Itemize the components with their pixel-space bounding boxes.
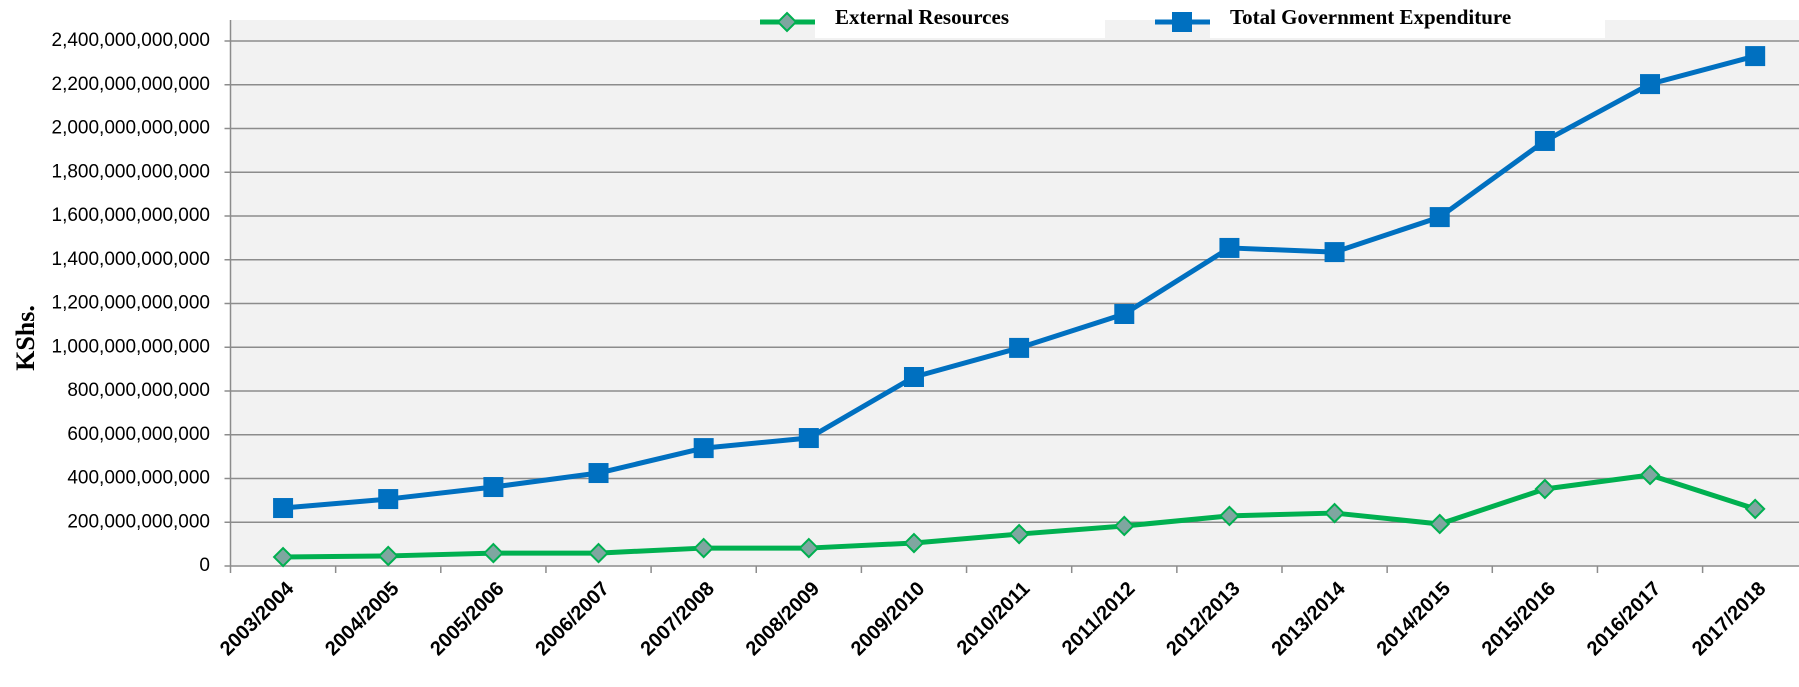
- data-point: [1429, 207, 1450, 228]
- data-point: [903, 367, 924, 387]
- data-point: [693, 438, 714, 459]
- data-point: [1744, 498, 1766, 520]
- y-tick-label: 2,200,000,000,000: [52, 74, 211, 95]
- data-point: [798, 428, 819, 449]
- legend-label: Total Government Expenditure: [1230, 5, 1511, 29]
- x-tick-label: 2008/2009: [742, 578, 824, 660]
- data-point: [1639, 464, 1661, 486]
- x-tick-label: 2017/2018: [1688, 578, 1770, 660]
- y-tick-label: 1,600,000,000,000: [52, 205, 211, 226]
- data-point: [903, 532, 925, 554]
- y-tick-label: 2,400,000,000,000: [52, 30, 211, 51]
- data-point: [693, 537, 715, 559]
- data-point: [483, 477, 504, 498]
- y-tick-label: 800,000,000,000: [67, 380, 210, 401]
- data-point: [1008, 523, 1030, 545]
- x-tick-label: 2011/2012: [1058, 578, 1140, 660]
- data-point: [1324, 502, 1345, 524]
- data-point: [588, 542, 609, 564]
- y-tick-label: 1,200,000,000,000: [52, 293, 211, 314]
- x-tick-label: 2014/2015: [1373, 578, 1455, 660]
- data-point: [273, 498, 294, 519]
- legend-marker: [776, 11, 798, 33]
- data-point: [272, 546, 294, 568]
- x-tick-label: 2005/2006: [426, 578, 508, 660]
- data-point: [1114, 304, 1135, 324]
- data-point: [1219, 505, 1240, 527]
- y-tick-label: 0: [199, 555, 210, 576]
- x-tick-label: 2009/2010: [847, 578, 929, 660]
- x-tick-label: 2007/2008: [637, 578, 719, 660]
- y-tick-label: 600,000,000,000: [67, 424, 210, 445]
- y-axis-title: KShs.: [11, 305, 40, 371]
- y-tick-label: 400,000,000,000: [67, 468, 210, 489]
- legend-box: [1210, 4, 1605, 38]
- x-tick-label: 2006/2007: [531, 578, 613, 660]
- x-tick-label: 2015/2016: [1478, 578, 1560, 660]
- data-point: [1009, 337, 1030, 358]
- data-point: [1324, 242, 1345, 263]
- data-point: [1640, 74, 1661, 95]
- x-tick-label: 2013/2014: [1267, 577, 1350, 660]
- data-point: [1534, 478, 1556, 500]
- plot-area: [230, 20, 1799, 566]
- legend-marker: [1172, 12, 1192, 32]
- legend-label: External Resources: [835, 5, 1009, 29]
- legend-item: Total Government Expenditure: [1155, 4, 1605, 38]
- data-point: [588, 463, 609, 484]
- x-tick-label: 2012/2013: [1162, 578, 1244, 660]
- data-point: [482, 542, 504, 564]
- y-tick-label: 1,400,000,000,000: [52, 249, 211, 270]
- x-tick-label: 2016/2017: [1583, 578, 1665, 660]
- y-tick-label: 1,000,000,000,000: [52, 336, 211, 357]
- data-point: [1745, 46, 1766, 67]
- data-point: [798, 537, 820, 559]
- y-tick-label: 200,000,000,000: [67, 511, 210, 532]
- x-tick-label: 2010/2011: [953, 578, 1035, 660]
- y-tick-label: 1,800,000,000,000: [52, 161, 211, 182]
- data-point: [1113, 515, 1135, 537]
- data-point: [377, 545, 399, 567]
- x-tick-label: 2003/2004: [216, 577, 299, 660]
- y-tick-label: 2,000,000,000,000: [52, 118, 211, 139]
- data-point: [1534, 130, 1555, 151]
- data-point: [1429, 513, 1451, 535]
- data-point: [378, 489, 399, 510]
- legend-box: [815, 4, 1105, 38]
- legend-item: External Resources: [760, 4, 1105, 38]
- x-tick-label: 2004/2005: [321, 578, 403, 660]
- data-point: [1219, 237, 1240, 258]
